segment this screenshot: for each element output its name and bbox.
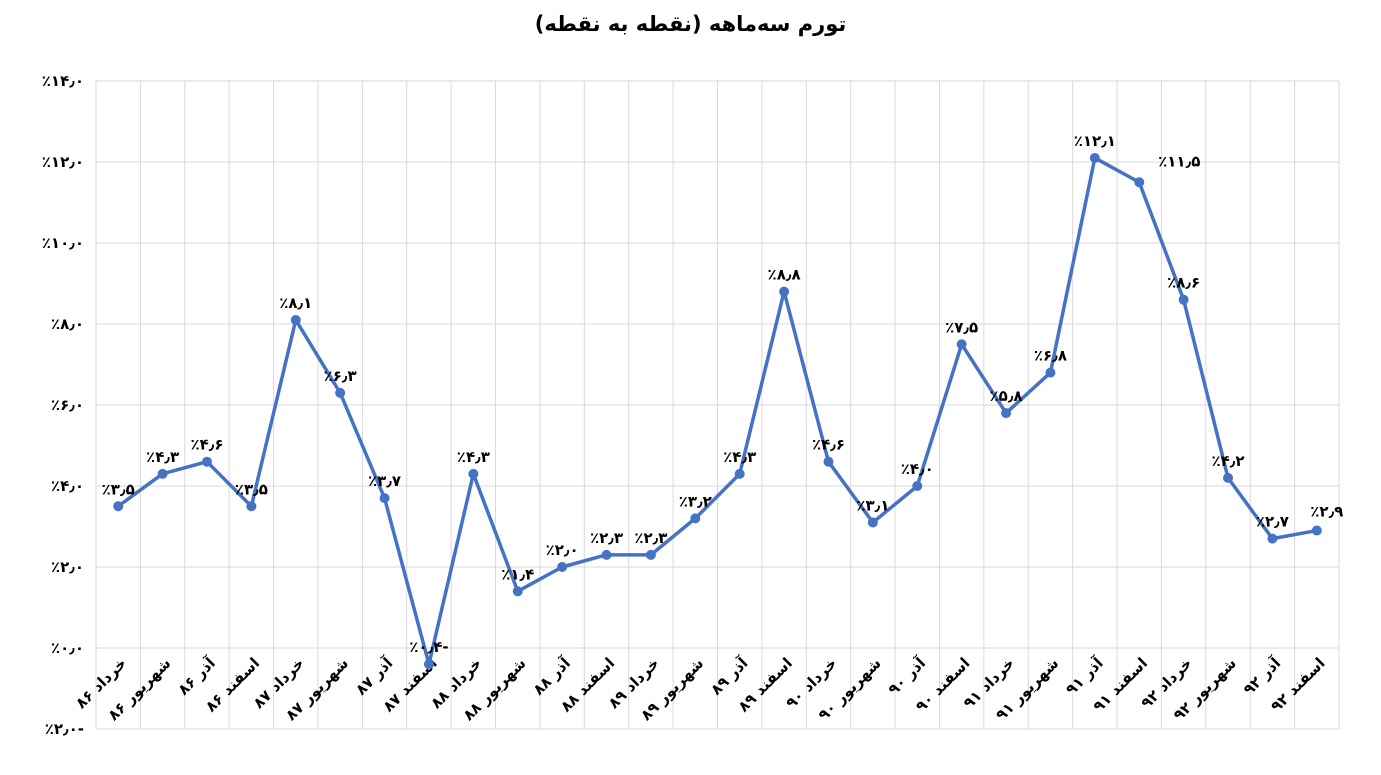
data-point-label: ٪۲٫۳ — [590, 529, 623, 547]
data-point-marker — [1311, 525, 1322, 536]
data-point-label: ٪۳٫۵ — [102, 480, 135, 498]
data-point-label: ٪۴٫۶ — [812, 436, 845, 454]
data-point-label: ٪۲٫۳ — [634, 529, 667, 547]
data-point-marker — [1178, 294, 1189, 305]
data-point-label: ٪۸٫۶ — [1167, 274, 1200, 292]
data-point-label: ٪۳٫۵ — [235, 480, 268, 498]
data-point-marker — [335, 387, 346, 398]
data-point-marker — [1045, 367, 1056, 378]
data-point-label: ٪۲٫۹ — [1310, 503, 1343, 521]
data-point-marker — [512, 586, 523, 597]
data-point-marker — [823, 456, 834, 467]
y-axis-tick-label: ٪۱۰٫۰ — [42, 234, 84, 252]
data-point-marker — [601, 549, 612, 560]
data-point-label: ٪۴٫۲ — [1211, 452, 1244, 470]
data-point-marker — [157, 468, 168, 479]
data-point-marker — [690, 513, 701, 524]
data-point-label: ٪۱٫۴ — [501, 565, 534, 583]
data-point-label: ٪۶٫۸ — [1034, 347, 1067, 365]
data-point-label: ٪۲٫۷ — [1256, 513, 1289, 531]
data-point-label: ٪۳٫۱ — [856, 496, 889, 514]
y-axis-tick-label: ٪۲٫۰ — [51, 558, 84, 576]
data-point-marker — [779, 286, 790, 297]
y-axis-tick-label: ٪۴٫۰ — [51, 477, 84, 495]
data-point-marker — [379, 493, 390, 504]
y-axis-tick-label: ٪۱۲٫۰ — [42, 153, 84, 171]
y-axis-tick-label: ٪۱۴٫۰ — [42, 72, 84, 90]
data-point-label: ٪۷٫۵ — [945, 318, 978, 336]
y-axis-tick-label: ٪۸٫۰ — [51, 315, 84, 333]
data-point-label: ٪۰٫۴- — [409, 638, 448, 656]
series-line — [116, 156, 1319, 666]
data-point-marker — [1001, 408, 1012, 419]
data-point-label: ٪۲٫۰ — [546, 541, 579, 559]
data-point-marker — [1134, 177, 1145, 188]
data-point-marker — [113, 501, 124, 512]
data-point-label: ٪۸٫۸ — [768, 266, 801, 284]
data-point-marker — [1089, 152, 1100, 163]
data-point-marker — [867, 517, 878, 528]
data-point-marker — [645, 549, 656, 560]
data-point-label: ٪۴٫۶ — [190, 436, 223, 454]
chart-title: تورم سه‌ماهه (نقطه به نقطه) — [534, 12, 847, 36]
data-point-label: ٪۴٫۳ — [723, 448, 756, 466]
data-point-marker — [468, 468, 479, 479]
data-point-marker — [557, 562, 568, 572]
data-point-marker — [1267, 533, 1278, 544]
data-point-marker — [912, 481, 923, 491]
data-point-label: ٪۳٫۲ — [679, 492, 712, 510]
data-point-marker — [734, 468, 745, 479]
data-point-label: ٪۱۲٫۱ — [1074, 132, 1116, 150]
data-point-marker — [423, 659, 434, 670]
data-point-label: ٪۱۱٫۵ — [1158, 152, 1200, 170]
data-point-label: ٪۵٫۸ — [990, 387, 1023, 405]
y-axis-tick-label: ٪۰٫۰ — [51, 639, 84, 657]
data-point-label: ٪۸٫۱ — [279, 294, 312, 312]
data-point-marker — [201, 456, 212, 467]
data-point-label: ٪۴٫۳ — [146, 448, 179, 466]
data-point-marker — [246, 501, 257, 512]
data-point-marker — [290, 314, 301, 325]
data-point-marker — [956, 339, 967, 350]
y-axis-tick-label: ٪۶٫۰ — [51, 396, 84, 414]
data-point-marker — [1223, 472, 1234, 483]
data-point-label: ٪۶٫۳ — [324, 367, 357, 385]
data-point-label: ٪۴٫۰ — [901, 460, 934, 478]
y-axis-tick-label: ٪۲٫۰- — [45, 720, 84, 738]
data-point-label: ٪۴٫۳ — [457, 448, 490, 466]
data-point-label: ٪۳٫۷ — [368, 472, 401, 490]
